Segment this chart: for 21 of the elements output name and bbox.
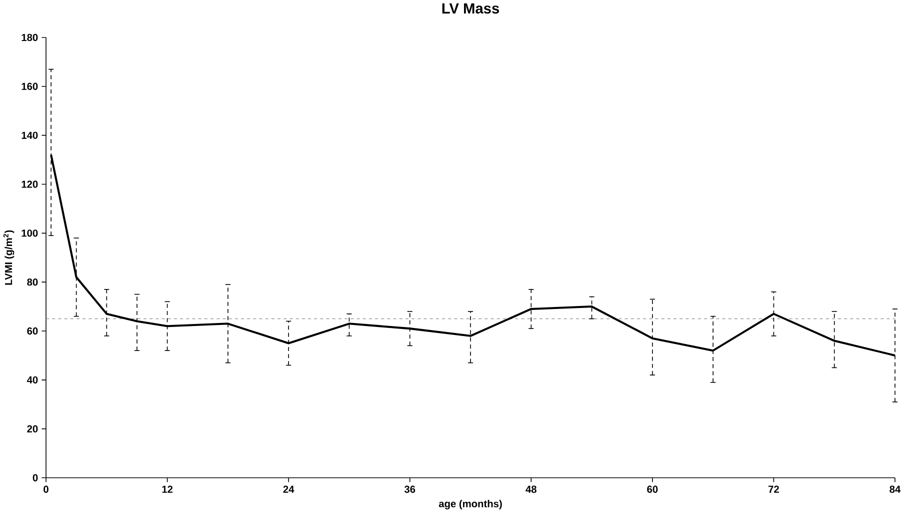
- x-tick-label: 84: [890, 486, 901, 493]
- x-axis-title: age (months): [438, 500, 502, 510]
- x-tick-label: 0: [44, 486, 48, 493]
- y-tick-label: 40: [26, 376, 38, 384]
- y-tick-label: 120: [22, 180, 38, 188]
- y-tick-label: 80: [27, 278, 38, 286]
- y-tick-label: 20: [27, 425, 38, 433]
- x-tick-label: 60: [647, 486, 658, 493]
- x-tick-label: 48: [526, 486, 536, 493]
- y-axis-title: LVMI (g/m$^{2}$): [3, 230, 14, 285]
- y-tick-label: 0: [32, 474, 38, 482]
- y-tick-label: 160: [22, 82, 38, 90]
- chart-title: LV Mass: [442, 4, 500, 14]
- y-tick-label: 60: [27, 328, 38, 335]
- x-tick-label: 24: [283, 486, 294, 493]
- y-tick-label: 100: [22, 230, 38, 237]
- y-tick-label: 140: [22, 132, 38, 140]
- x-tick-label: 12: [162, 486, 173, 493]
- x-tick-label: 72: [768, 486, 779, 493]
- x-tick-label: 36: [404, 486, 416, 494]
- y-tick-label: 180: [22, 34, 38, 42]
